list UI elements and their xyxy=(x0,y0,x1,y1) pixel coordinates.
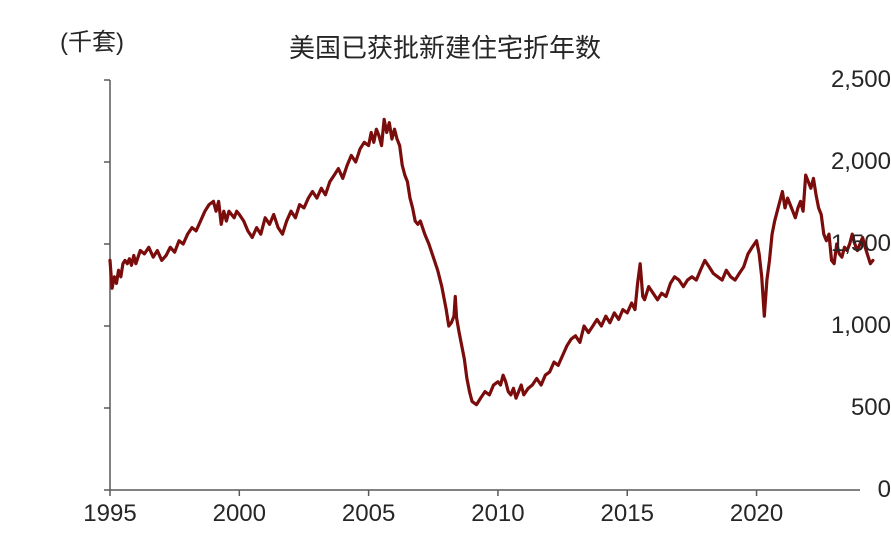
x-tick-label: 2000 xyxy=(213,500,266,528)
line-chart: (千套) 美国已获批新建住宅折年数 0 500 1,000 1,500 2,000 2,5… xyxy=(0,0,891,554)
y-tick-label: 2,500 xyxy=(795,66,891,94)
x-tick-label: 2020 xyxy=(730,500,783,528)
x-tick-label: 2005 xyxy=(342,500,395,528)
x-tick-label: 1995 xyxy=(83,500,136,528)
x-tick-label: 2015 xyxy=(601,500,654,528)
y-tick-label: 1,500 xyxy=(795,230,891,258)
y-tick-label: 0 xyxy=(795,476,891,504)
chart-svg xyxy=(0,0,891,554)
y-tick-label: 1,000 xyxy=(795,312,891,340)
y-tick-label: 2,000 xyxy=(795,148,891,176)
x-tick-label: 2010 xyxy=(471,500,524,528)
series-permits xyxy=(110,119,873,404)
y-tick-label: 500 xyxy=(795,394,891,422)
y-axis-unit-label: (千套) xyxy=(60,22,124,57)
chart-title: 美国已获批新建住宅折年数 xyxy=(289,28,601,65)
